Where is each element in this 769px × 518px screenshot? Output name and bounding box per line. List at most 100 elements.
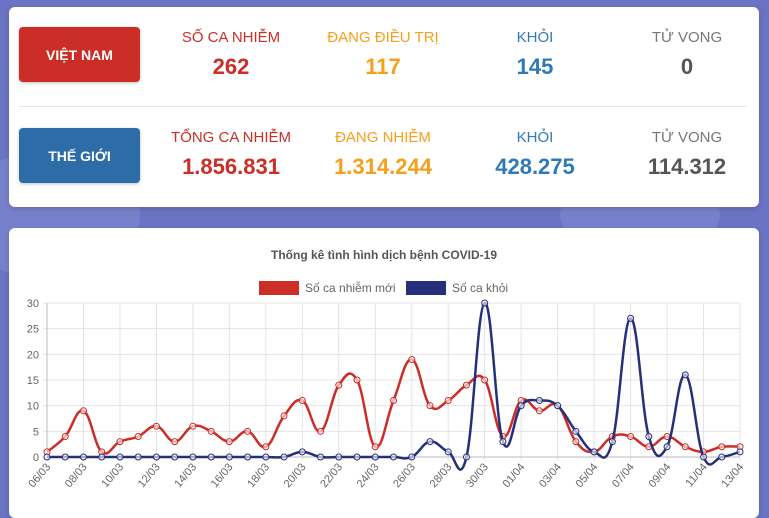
data-point-new-cases (408, 355, 416, 363)
data-point-new-cases (189, 422, 197, 430)
data-point-recovered (517, 402, 525, 410)
x-tick-label: 12/03 (136, 461, 163, 490)
x-tick-label: 14/03 (172, 461, 199, 490)
vn-treating-label: ĐANG ĐIỀU TRỊ (327, 29, 439, 46)
world-cases-stat: TỔNG CA NHIỄM 1.856.831 (146, 129, 316, 180)
legend-label-new-cases: Số ca nhiễm mới (305, 280, 396, 295)
data-point-recovered (43, 453, 51, 461)
y-tick-label: 10 (27, 401, 39, 413)
data-point-recovered (134, 453, 142, 461)
data-point-recovered (499, 438, 507, 446)
x-tick-label: 11/04 (683, 461, 709, 489)
legend-item-new-cases[interactable]: Số ca nhiễm mới (259, 280, 396, 295)
divider (19, 106, 747, 107)
covid-line-chart: Thống kê tình hình dịch bệnh COVID-19 Số… (26, 248, 746, 490)
data-point-recovered (390, 453, 397, 461)
world-deaths-stat: TỬ VONG 114.312 (602, 129, 769, 180)
series-line-new-cases (46, 358, 741, 455)
data-point-new-cases (444, 397, 452, 405)
legend-swatch-recovered (406, 281, 446, 295)
data-point-new-cases (207, 427, 215, 435)
x-tick-label: 08/03 (63, 461, 90, 490)
data-point-recovered (152, 453, 160, 461)
data-point-recovered (207, 453, 215, 461)
world-button[interactable]: THẾ GIỚI (19, 128, 140, 183)
data-point-new-cases (462, 381, 470, 389)
data-point-recovered (262, 453, 270, 461)
x-tick-label: 20/03 (282, 461, 309, 490)
vn-deaths-label: TỬ VONG (651, 29, 723, 46)
data-point-new-cases (335, 381, 343, 389)
x-tick-label: 28/03 (428, 461, 455, 490)
data-point-recovered (335, 453, 343, 461)
data-point-recovered (645, 432, 653, 440)
data-point-recovered (481, 299, 489, 307)
y-tick-label: 20 (27, 349, 39, 361)
data-point-recovered (225, 453, 233, 461)
data-point-recovered (426, 438, 434, 446)
x-tick-label: 26/03 (391, 461, 418, 490)
data-point-new-cases (371, 443, 379, 451)
vn-deaths-stat: TỬ VONG 0 (602, 29, 769, 80)
data-point-recovered (627, 314, 635, 322)
data-point-new-cases (152, 422, 160, 430)
vn-deaths-value: 0 (680, 54, 694, 79)
legend-item-recovered[interactable]: Số ca khỏi (406, 281, 508, 295)
x-tick-label: 05/04 (574, 461, 601, 490)
data-point-new-cases (681, 443, 689, 451)
data-point-recovered (280, 453, 288, 461)
data-point-recovered (444, 448, 452, 456)
data-point-new-cases (481, 376, 489, 384)
data-point-recovered (317, 453, 325, 461)
data-point-new-cases (280, 412, 288, 420)
data-point-recovered (298, 448, 306, 456)
y-tick-label: 30 (27, 298, 39, 310)
world-deaths-label: TỬ VONG (651, 129, 723, 146)
world-recovered-stat: KHỎI 428.275 (450, 129, 620, 180)
vn-treating-stat: ĐANG ĐIỀU TRỊ 117 (298, 29, 468, 80)
y-tick-label: 25 (27, 324, 39, 336)
legend-label-recovered: Số ca khỏi (452, 281, 508, 295)
data-point-new-cases (171, 438, 179, 446)
y-tick-label: 5 (33, 426, 39, 438)
data-point-recovered (718, 453, 726, 461)
world-recovered-value: 428.275 (495, 154, 575, 179)
vn-recovered-value: 145 (516, 54, 554, 79)
x-tick-label: 06/03 (26, 461, 53, 490)
data-point-recovered (116, 453, 124, 461)
chart-series (43, 299, 744, 471)
x-tick-label: 13/04 (719, 461, 746, 490)
world-recovered-label: KHỎI (516, 129, 554, 146)
data-point-new-cases (627, 432, 635, 440)
data-point-recovered (663, 443, 671, 451)
data-point-recovered (736, 448, 744, 456)
x-tick-label: 22/03 (318, 461, 345, 490)
data-point-recovered (189, 453, 197, 461)
data-point-new-cases (79, 407, 87, 415)
data-point-recovered (681, 371, 689, 379)
x-tick-label: 01/04 (501, 461, 528, 490)
data-point-recovered (61, 453, 69, 461)
x-tick-label: 03/04 (537, 461, 564, 490)
vn-treating-value: 117 (365, 54, 401, 79)
world-cases-label: TỔNG CA NHIỄM (170, 129, 291, 146)
data-point-new-cases (262, 443, 270, 451)
data-point-new-cases (390, 397, 397, 405)
data-point-new-cases (718, 443, 726, 451)
x-tick-label: 18/03 (245, 461, 272, 490)
vn-recovered-label: KHỎI (516, 29, 554, 46)
data-point-recovered (171, 453, 179, 461)
data-point-recovered (79, 453, 87, 461)
data-point-new-cases (572, 438, 580, 446)
series-line-recovered (46, 301, 741, 471)
data-point-new-cases (116, 438, 124, 446)
data-point-new-cases (535, 407, 543, 415)
data-point-recovered (98, 453, 106, 461)
data-point-recovered (462, 453, 470, 461)
vietnam-button[interactable]: VIỆT NAM (19, 27, 140, 82)
vn-recovered-stat: KHỎI 145 (450, 29, 620, 80)
data-point-recovered (700, 453, 708, 461)
x-tick-label: 16/03 (209, 461, 236, 490)
data-point-new-cases (317, 427, 325, 435)
data-point-recovered (572, 427, 580, 435)
